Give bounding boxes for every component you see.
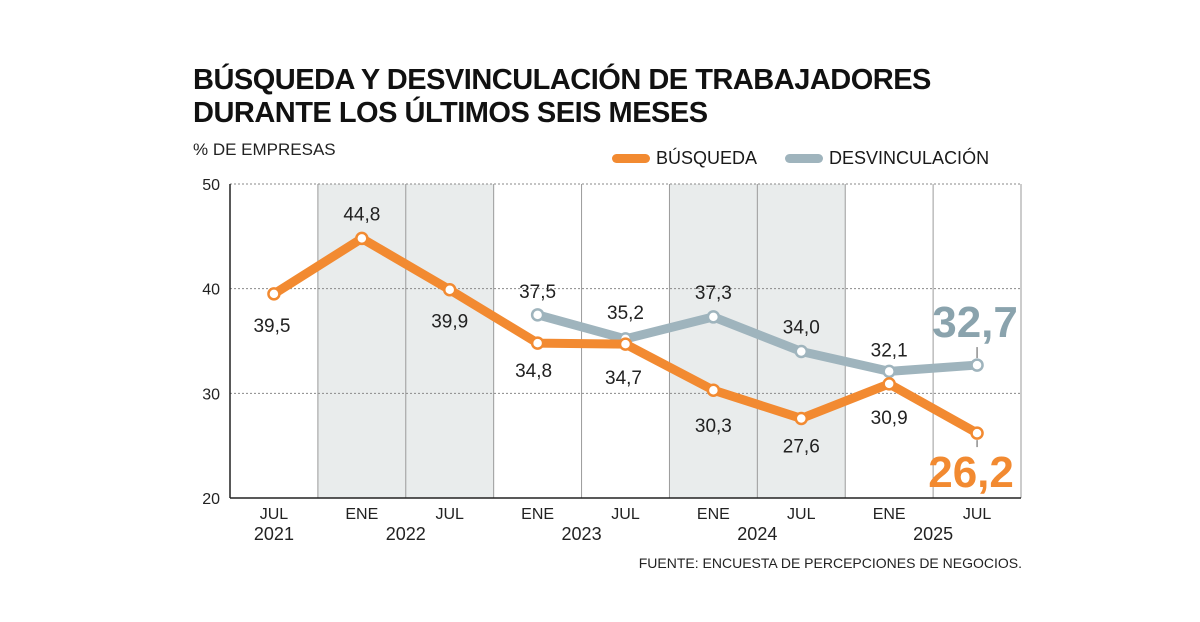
data-label-busqueda: 44,8 (343, 204, 380, 225)
legend-item-desvinculacion: DESVINCULACIÓN (785, 148, 989, 169)
data-point-busqueda (355, 231, 369, 246)
data-point-desvinculacion (706, 310, 721, 324)
x-tick-label: ENE (873, 506, 906, 523)
data-label-desvinculacion: 34,0 (783, 317, 820, 338)
data-point-desvinculacion (794, 344, 809, 359)
y-axis-unit-label: % DE EMPRESAS (193, 140, 336, 159)
x-tick-label: ENE (521, 506, 554, 523)
shaded-column (317, 184, 406, 498)
data-point-desvinculacion (970, 358, 984, 372)
data-label-desvinculacion: 37,5 (519, 282, 556, 303)
series-line-desvinculacion (533, 310, 982, 376)
y-tick-label: 20 (202, 491, 220, 508)
data-label-busqueda: 34,7 (605, 368, 642, 389)
data-point-desvinculacion (882, 364, 896, 379)
chart-title: BÚSQUEDA Y DESVINCULACIÓN DE TRABAJADORE… (193, 64, 1093, 130)
data-label-desvinculacion-highlight: 32,7 (932, 298, 1018, 347)
source-note: FUENTE: ENCUESTA DE PERCEPCIONES DE NEGO… (638, 555, 1022, 571)
legend: BÚSQUEDA DESVINCULACIÓN (612, 146, 1017, 170)
year-label: 2025 (913, 524, 953, 544)
data-label-desvinculacion: 35,2 (607, 303, 644, 324)
year-label: 2023 (562, 524, 602, 544)
data-label-busqueda: 34,8 (515, 361, 552, 382)
data-label-busqueda: 27,6 (783, 436, 820, 457)
shaded-column (405, 184, 494, 498)
data-label-desvinculacion: 32,1 (871, 340, 908, 361)
legend-swatch-busqueda (612, 153, 650, 163)
data-point-busqueda (882, 377, 896, 391)
legend-item-busqueda: BÚSQUEDA (612, 148, 757, 169)
x-tick-label: ENE (697, 506, 730, 523)
data-point-busqueda (618, 337, 633, 351)
data-point-busqueda (970, 426, 984, 440)
chart-title-line-1: BÚSQUEDA Y DESVINCULACIÓN DE TRABAJADORE… (193, 64, 931, 96)
year-label: 2024 (737, 524, 777, 544)
data-point-busqueda (267, 287, 281, 301)
data-label-busqueda: 30,9 (871, 408, 908, 429)
y-tick-label: 50 (202, 177, 220, 194)
year-label: 2022 (386, 524, 426, 544)
chart-title-line-2: DURANTE LOS ÚLTIMOS SEIS MESES (193, 97, 708, 129)
x-tick-label: JUL (787, 506, 816, 523)
data-point-busqueda (794, 411, 809, 426)
x-tick-label: JUL (963, 506, 992, 523)
data-point-busqueda (706, 383, 721, 397)
x-tick-label: JUL (260, 506, 289, 523)
data-label-busqueda: 30,3 (695, 416, 732, 437)
x-tick-label: JUL (611, 506, 640, 523)
data-point-busqueda (442, 282, 457, 297)
legend-label-busqueda: BÚSQUEDA (656, 147, 758, 168)
data-point-desvinculacion (530, 308, 545, 322)
y-tick-label: 40 (202, 282, 220, 299)
y-tick-label: 30 (202, 386, 220, 403)
data-label-busqueda-highlight: 26,2 (928, 448, 1014, 497)
legend-swatch-desvinculacion (785, 153, 824, 163)
shaded-column (669, 184, 758, 498)
x-tick-label: ENE (345, 506, 378, 523)
data-label-desvinculacion: 37,3 (695, 283, 732, 304)
data-label-busqueda: 39,9 (431, 312, 468, 333)
legend-label-desvinculacion: DESVINCULACIÓN (829, 147, 990, 168)
year-label: 2021 (254, 524, 294, 544)
x-tick-label: JUL (435, 506, 464, 523)
data-point-busqueda (530, 336, 545, 350)
data-label-busqueda: 39,5 (253, 316, 290, 337)
